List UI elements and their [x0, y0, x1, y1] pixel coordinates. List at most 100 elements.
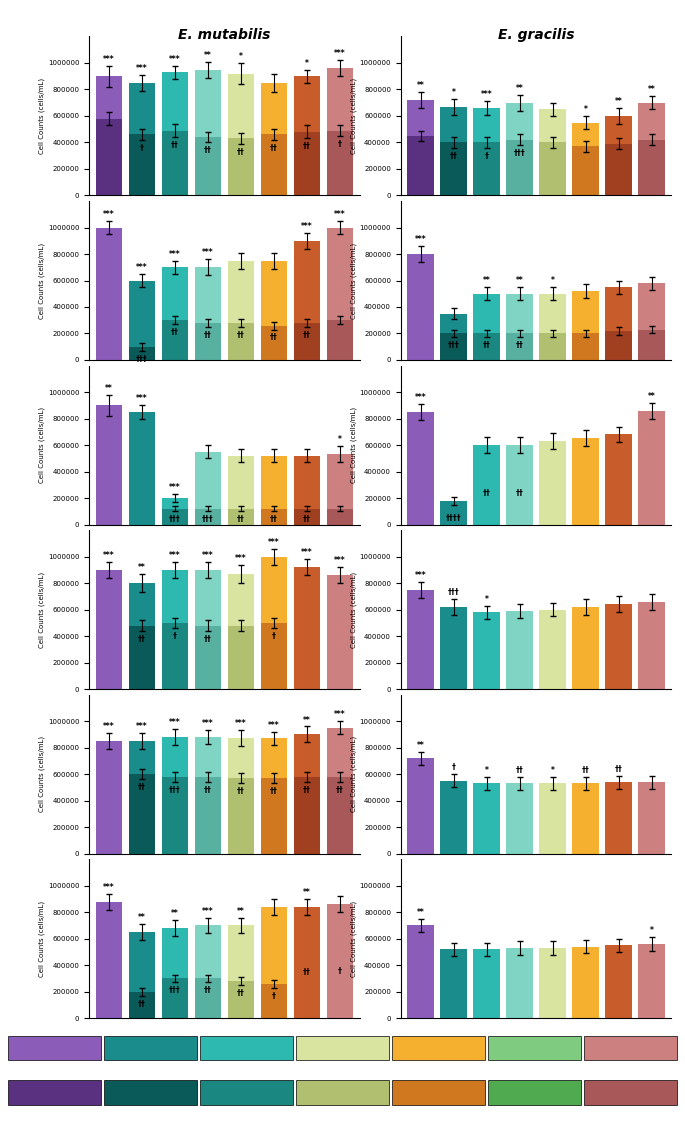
Text: *: * — [484, 766, 488, 775]
Text: **: ** — [516, 84, 523, 93]
Bar — [539, 609, 566, 689]
Bar — [227, 456, 254, 508]
Text: *: * — [305, 58, 309, 67]
Text: †: † — [173, 632, 177, 641]
Text: †: † — [484, 151, 488, 160]
Bar — [327, 904, 353, 1019]
Text: ††: †† — [138, 783, 146, 792]
Bar — [606, 144, 632, 195]
Bar — [572, 947, 599, 1019]
Text: ††: †† — [303, 331, 311, 340]
Text: *: * — [551, 276, 554, 285]
Bar — [539, 441, 566, 525]
Bar — [129, 992, 155, 1019]
Text: ††: †† — [204, 986, 212, 995]
Text: **: ** — [171, 909, 179, 918]
Bar — [129, 412, 155, 525]
Bar — [473, 445, 500, 525]
Text: ***: *** — [268, 537, 279, 546]
Text: 2μg/mL: 2μg/mL — [619, 1046, 642, 1050]
Bar — [539, 948, 566, 1019]
Bar — [260, 557, 287, 623]
Bar — [473, 294, 500, 333]
Bar — [162, 928, 188, 978]
Bar — [506, 445, 533, 525]
Text: 32μg/mL: 32μg/mL — [233, 1046, 260, 1050]
Text: *: * — [338, 435, 342, 444]
Bar — [294, 76, 320, 132]
Bar — [638, 944, 664, 1019]
Bar — [440, 500, 466, 525]
Y-axis label: Cell Counts (cells/mL): Cell Counts (cells/mL) — [350, 407, 357, 484]
Bar — [327, 68, 353, 130]
Text: ††: †† — [582, 766, 589, 775]
Bar — [572, 122, 599, 146]
Bar — [539, 783, 566, 854]
Bar — [227, 981, 254, 1019]
Y-axis label: Cell Counts (cells/mL): Cell Counts (cells/mL) — [38, 242, 45, 319]
Bar — [129, 347, 155, 360]
Bar — [195, 978, 221, 1019]
Text: ***: *** — [414, 571, 426, 580]
Y-axis label: Cell Counts (cells/mL): Cell Counts (cells/mL) — [38, 77, 45, 154]
Text: †: † — [272, 632, 276, 641]
Bar — [606, 116, 632, 144]
Text: E. gracilis: E. gracilis — [498, 28, 574, 42]
Bar — [129, 135, 155, 195]
Text: ††: †† — [237, 990, 245, 999]
Text: ***: *** — [103, 55, 114, 64]
Text: ***: *** — [268, 720, 279, 729]
Text: ***: *** — [103, 883, 114, 892]
Text: †: † — [338, 140, 342, 149]
Text: ††: †† — [270, 515, 277, 524]
Bar — [327, 776, 353, 854]
Bar — [294, 776, 320, 854]
Bar — [506, 783, 533, 854]
Text: ††: †† — [237, 331, 245, 340]
Y-axis label: Cell Counts (cells/mL): Cell Counts (cells/mL) — [350, 77, 357, 154]
Y-axis label: Cell Counts (cells/mL): Cell Counts (cells/mL) — [38, 736, 45, 812]
Bar — [408, 590, 434, 689]
Text: ***: *** — [202, 907, 214, 916]
Text: **: ** — [647, 85, 656, 94]
Bar — [162, 320, 188, 360]
Text: *: * — [484, 595, 488, 604]
Y-axis label: Cell Counts (cells/mL): Cell Counts (cells/mL) — [350, 736, 357, 812]
Y-axis label: Cell Counts (cells/mL): Cell Counts (cells/mL) — [38, 407, 45, 484]
Bar — [129, 774, 155, 854]
Bar — [195, 267, 221, 323]
Text: *: * — [451, 88, 456, 96]
Bar — [162, 978, 188, 1019]
Bar — [227, 74, 254, 138]
Bar — [473, 613, 500, 689]
Bar — [327, 130, 353, 195]
Bar — [129, 83, 155, 135]
Text: ***: *** — [301, 549, 312, 558]
Bar — [260, 456, 287, 508]
Bar — [327, 454, 353, 508]
Bar — [195, 570, 221, 626]
Bar — [96, 119, 122, 195]
Text: ††: †† — [303, 787, 311, 795]
Text: ††: †† — [303, 142, 311, 151]
Text: 2μg/mL+ 100μM Cd: 2μg/mL+ 100μM Cd — [601, 1091, 660, 1095]
Text: †: † — [451, 763, 456, 772]
Bar — [96, 570, 122, 689]
Text: **: ** — [416, 908, 425, 917]
Text: †††: ††† — [448, 341, 460, 350]
Text: ††: †† — [138, 1000, 146, 1009]
Text: **: ** — [138, 563, 146, 572]
Text: **: ** — [138, 913, 146, 922]
Text: 4μg/mL: 4μg/mL — [523, 1046, 546, 1050]
Bar — [506, 103, 533, 140]
Bar — [327, 728, 353, 776]
Text: ***: *** — [334, 557, 346, 565]
Text: †: † — [338, 967, 342, 976]
Text: ††: †† — [614, 764, 623, 773]
Bar — [638, 601, 664, 689]
Bar — [327, 508, 353, 525]
Bar — [294, 508, 320, 525]
Bar — [96, 902, 122, 1019]
Text: ***: *** — [169, 249, 181, 259]
Text: ***: *** — [334, 710, 346, 719]
